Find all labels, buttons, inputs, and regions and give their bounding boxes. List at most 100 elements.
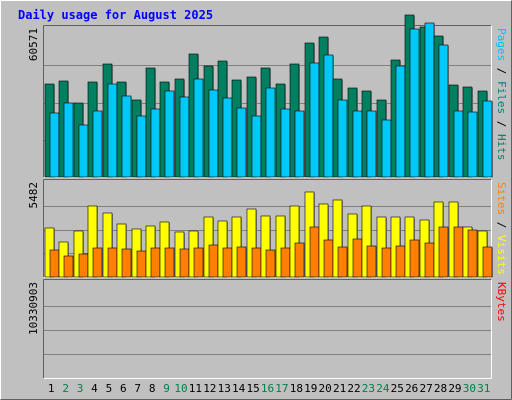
bar-hits-pages-day-6-face — [121, 95, 132, 178]
bar-hits-pages-day-31 — [482, 100, 493, 178]
bar-hits-pages-day-8 — [150, 108, 161, 178]
bar-visits-sites-day-10-face — [179, 248, 190, 278]
bar-visits-sites-day-16-face — [265, 249, 276, 278]
bar-hits-pages-day-3 — [78, 124, 89, 178]
bar-visits-sites-day-13-face — [222, 247, 233, 278]
bar-visits-sites-day-2 — [63, 255, 74, 278]
bar-hits-pages-day-13 — [222, 97, 233, 178]
bar-visits-sites-day-15 — [251, 247, 262, 278]
bar-hits-pages-day-24 — [381, 119, 392, 178]
bar-hits-pages-day-2-face — [63, 102, 74, 178]
bar-visits-sites-day-26 — [409, 239, 420, 278]
panel-kbytes-area — [43, 279, 492, 379]
bar-hits-pages-day-7-face — [136, 115, 147, 178]
bar-visits-sites-day-15-face — [251, 247, 262, 278]
bar-hits-pages-day-18 — [294, 110, 305, 178]
bar-hits-pages-day-18-face — [294, 110, 305, 178]
panel-visits: 5482 Sites / Visits — [27, 179, 508, 278]
bar-hits-pages-day-24-face — [381, 119, 392, 178]
bar-hits-pages-day-14-face — [236, 107, 247, 178]
bar-visits-sites-day-14-face — [236, 246, 247, 278]
panel-visits-scale-label: 5482 — [27, 182, 40, 209]
bar-visits-sites-day-17-face — [280, 247, 291, 278]
bar-hits-pages-day-16-face — [265, 87, 276, 178]
bar-hits-pages-day-26 — [409, 28, 420, 178]
bar-visits-sites-day-11-face — [193, 247, 204, 278]
bar-hits-pages-day-12-face — [208, 89, 219, 178]
x-tick-label-day-28: 28 — [434, 382, 447, 395]
bar-hits-pages-day-23 — [366, 110, 377, 178]
x-tick-label-day-14: 14 — [232, 382, 246, 395]
x-tick-label-day-16: 16 — [261, 382, 274, 395]
x-tick-label-day-19: 19 — [304, 382, 317, 395]
panel-hits-legend-part-4: Hits — [495, 134, 508, 161]
x-tick-label-day-15: 15 — [246, 382, 259, 395]
bar-visits-sites-day-24-face — [381, 247, 392, 278]
x-tick-label-day-7: 7 — [134, 382, 141, 395]
bar-hits-pages-day-27-face — [424, 22, 435, 178]
bar-visits-sites-day-25-face — [395, 245, 406, 278]
bar-visits-sites-day-1 — [49, 249, 60, 278]
bar-visits-sites-day-23-face — [366, 245, 377, 278]
bar-visits-sites-day-3 — [78, 253, 89, 278]
bar-visits-sites-day-24 — [381, 247, 392, 278]
bar-visits-sites-day-20 — [323, 239, 334, 278]
x-tick-label-day-3: 3 — [77, 382, 84, 395]
bar-visits-sites-day-6-face — [121, 248, 132, 278]
bar-visits-sites-day-11 — [193, 247, 204, 278]
bar-visits-sites-day-17 — [280, 247, 291, 278]
bar-visits-sites-day-28 — [438, 226, 449, 278]
x-tick-label-day-6: 6 — [120, 382, 127, 395]
panel-hits-legend-part-2: Files — [495, 81, 508, 114]
bar-visits-sites-day-19 — [309, 226, 320, 278]
bar-hits-pages-day-10-face — [179, 96, 190, 178]
bar-visits-sites-day-14 — [236, 246, 247, 278]
bar-visits-sites-day-28-face — [438, 226, 449, 278]
bar-visits-sites-day-22 — [352, 238, 363, 278]
bar-hits-pages-day-20-face — [323, 54, 334, 178]
bar-hits-pages-day-28 — [438, 44, 449, 178]
panels-group: 60571 Pages / Files / Hits 5482 Sites / Vis… — [27, 14, 508, 379]
panel-kbytes-scale-label: 10330903 — [27, 282, 40, 335]
bar-visits-sites-day-1-face — [49, 249, 60, 278]
x-tick-label-day-31: 31 — [477, 382, 490, 395]
bar-hits-pages-day-25 — [395, 65, 406, 178]
bar-visits-sites-day-8-face — [150, 247, 161, 278]
bar-visits-sites-day-29 — [453, 226, 464, 278]
chart-title: Daily usage for August 2025 — [18, 8, 213, 22]
bar-visits-sites-day-13 — [222, 247, 233, 278]
panel-kbytes: 10330903 KBytes — [27, 279, 508, 379]
panel-hits-scale-label: 60571 — [27, 28, 40, 61]
x-tick-label-day-2: 2 — [62, 382, 69, 395]
bar-hits-pages-day-19-face — [309, 62, 320, 178]
x-tick-label-day-18: 18 — [290, 382, 303, 395]
bar-hits-pages-day-13-face — [222, 97, 233, 178]
bar-visits-sites-day-30-face — [467, 229, 478, 278]
bar-visits-sites-day-12 — [208, 244, 219, 278]
bar-visits-sites-day-7 — [136, 250, 147, 278]
bar-hits-pages-day-30-face — [467, 111, 478, 178]
bar-hits-pages-day-12 — [208, 89, 219, 178]
bar-hits-pages-day-10 — [179, 96, 190, 178]
bar-visits-sites-day-16 — [265, 249, 276, 278]
bar-hits-pages-day-25-face — [395, 65, 406, 178]
x-tick-label-day-22: 22 — [347, 382, 360, 395]
panel-kbytes-legend: KBytes — [495, 282, 508, 322]
bar-visits-sites-day-2-face — [63, 255, 74, 278]
panel-hits-legend-part-3: / — [495, 114, 508, 134]
panel-visits-legend-part-2: Visits — [495, 235, 508, 275]
bar-hits-pages-day-22-face — [352, 110, 363, 178]
bar-visits-sites-day-31 — [482, 246, 493, 278]
bar-hits-pages-day-16 — [265, 87, 276, 178]
panel-kbytes-legend-part-0: KBytes — [495, 282, 508, 322]
bar-hits-pages-day-17-face — [280, 108, 291, 178]
bar-visits-sites-day-4-face — [92, 247, 103, 278]
bar-visits-sites-day-9 — [164, 247, 175, 278]
bar-visits-sites-day-27 — [424, 242, 435, 278]
bar-visits-sites-day-21 — [337, 246, 348, 278]
bar-hits-pages-day-14 — [236, 107, 247, 178]
bar-visits-sites-day-12-face — [208, 244, 219, 278]
x-tick-label-day-1: 1 — [48, 382, 55, 395]
panel-hits-legend-part-1: / — [495, 61, 508, 81]
bar-visits-sites-day-5-face — [107, 247, 118, 278]
